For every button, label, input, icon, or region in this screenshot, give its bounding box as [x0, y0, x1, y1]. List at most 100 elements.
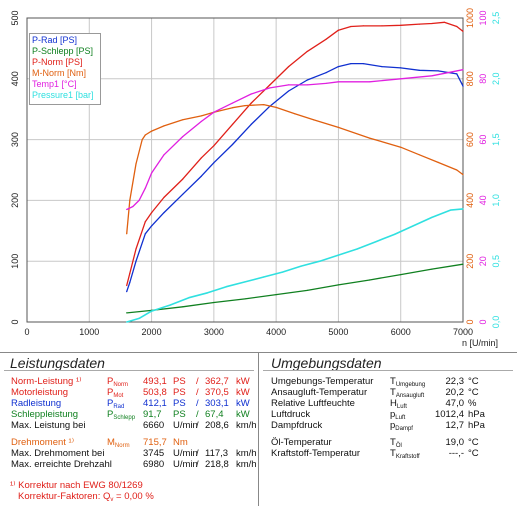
x-tick-label: 4000 [266, 327, 286, 337]
y-tick-label-nm: 800 [465, 71, 475, 86]
umgebung-unit: hPa [468, 409, 485, 420]
leistung-title: Leistungsdaten [10, 355, 105, 371]
series-point [306, 84, 308, 86]
series-point [281, 271, 283, 273]
leistung-u1: PS [173, 387, 186, 398]
y-tick-label-bar: 2,5 [491, 12, 501, 25]
series-point [163, 212, 165, 214]
series-line [126, 62, 464, 292]
series-point [231, 102, 234, 104]
y-tick-label-ps: 300 [10, 132, 20, 147]
umgebung-unit: hPa [468, 420, 485, 431]
leistung-sym: MNorm [107, 437, 130, 449]
legend-item: Pressure1 [bar] [32, 90, 94, 100]
series-point [144, 187, 146, 189]
series-point [151, 172, 153, 174]
y-tick-label-ps: 200 [10, 193, 20, 208]
series-point [400, 24, 402, 26]
series-point [163, 125, 165, 127]
series-point [294, 113, 296, 115]
series-point [126, 233, 128, 235]
umgebung-label: Luftdruck [271, 409, 311, 420]
leistung-u1: PS [173, 409, 186, 420]
series-point [225, 286, 227, 288]
series-point [182, 178, 184, 180]
leistung-v1: 503,8 [143, 387, 167, 398]
series-point [456, 169, 458, 171]
series-point [312, 119, 315, 121]
series-point [169, 304, 171, 306]
series-point [325, 38, 327, 40]
series-point [151, 225, 153, 227]
umgebung-label: Kraftstoff-Temperatur [271, 448, 361, 459]
series-point [362, 63, 364, 65]
leistung-label: Motorleistung [11, 387, 69, 398]
leistung-u1: U/min [173, 459, 198, 470]
x-tick-label: 1000 [79, 327, 99, 337]
leistung-sep: / [196, 420, 199, 431]
series-point [418, 23, 420, 25]
y-tick-label-temp: 0 [478, 319, 488, 324]
series-point [381, 25, 383, 27]
series-line [126, 208, 464, 323]
leistung-label: Max. Leistung bei [11, 420, 86, 431]
series-point [431, 268, 433, 270]
y-tick-label-temp: 60 [478, 135, 488, 145]
series-line [126, 103, 464, 234]
leistung-u2: km/h [236, 448, 257, 459]
leistung-u1: U/min [173, 420, 198, 431]
series-point [182, 193, 184, 195]
series-point [437, 161, 439, 163]
leistung-u2: kW [236, 387, 250, 398]
series-point [135, 163, 137, 165]
leistung-v1: 6660 [143, 420, 165, 431]
series-point [462, 208, 464, 210]
series-point [300, 265, 302, 267]
series-point [337, 254, 339, 256]
leistung-v1: 91,7 [143, 409, 162, 420]
series-line [126, 263, 464, 314]
series-point [231, 107, 234, 109]
leistung-label: Schleppleistung [11, 409, 79, 420]
series-point [126, 321, 128, 323]
series-point [381, 66, 383, 68]
leistung-v2: 370,5 [205, 387, 229, 398]
series-line [126, 69, 464, 211]
series-point [431, 216, 433, 218]
series-point [437, 70, 439, 72]
umgebung-label: Umgebungs-Temperatur [271, 376, 374, 387]
series-point [138, 317, 140, 319]
series-point [129, 272, 131, 274]
series-point [369, 137, 371, 139]
y-tick-label-bar: 0,0 [491, 316, 501, 329]
leistung-sep: / [196, 398, 199, 409]
series-point [350, 63, 352, 65]
series-point [275, 294, 277, 296]
leistung-label: Radleistung [11, 398, 62, 409]
chart-legend: P-Rad [PS] P-Schlepp [PS] P-Norm [PS] M-… [29, 33, 101, 105]
leistung-u1: U/min [173, 448, 198, 459]
y-tick-label-nm: 200 [465, 254, 475, 269]
leistung-v2: 67,4 [205, 409, 224, 420]
series-point [412, 225, 414, 227]
series-point [400, 78, 402, 80]
footnote-2: Korrektur-Faktoren: Qv = 0,00 % [18, 491, 154, 503]
series-point [188, 297, 190, 299]
series-point [462, 174, 464, 176]
series-point [144, 233, 146, 235]
umgebung-value: 47,0 [445, 398, 465, 409]
series-point [275, 106, 277, 108]
umgebung-sym: TAnsaugluft [390, 387, 425, 399]
chart-axes [26, 17, 464, 323]
series-point [144, 221, 146, 223]
series-point [244, 105, 246, 107]
umgebung-label: Öl-Temperatur [271, 437, 332, 448]
y-tick-label-bar: 2,0 [491, 73, 501, 86]
series-point [325, 72, 327, 74]
series-point [126, 208, 128, 211]
series-point [144, 134, 146, 136]
series-point [393, 233, 396, 235]
umgebung-unit: % [468, 398, 477, 409]
series-line [126, 21, 464, 286]
series-point [207, 292, 209, 294]
